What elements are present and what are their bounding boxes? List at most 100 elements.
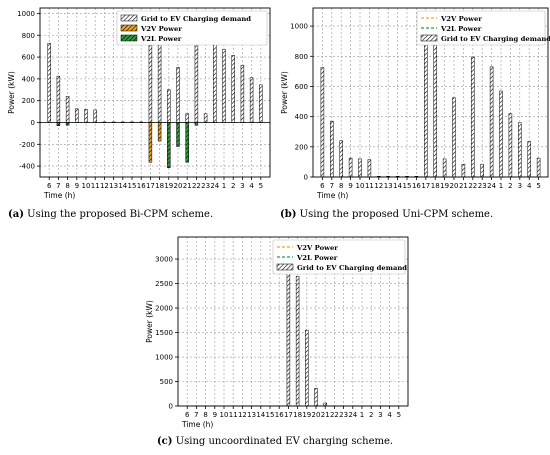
caption-c-text: Using uncoordinated EV charging scheme. <box>175 436 394 447</box>
x-tick-label: 11 <box>229 411 238 419</box>
y-tick-label: -400 <box>19 163 35 171</box>
x-tick-label: 4 <box>387 411 392 419</box>
x-tick-label: 6 <box>47 182 52 190</box>
x-tick-label: 10 <box>82 182 91 190</box>
x-tick-label: 12 <box>238 411 247 419</box>
y-tick-label: 0 <box>169 403 173 411</box>
x-tick-label: 21 <box>459 182 468 190</box>
caption-a-letter: (a) <box>8 209 24 220</box>
bar-grid-to-ev-charging-demand <box>93 109 97 123</box>
x-tick-label: 8 <box>203 411 207 419</box>
x-tick-label: 15 <box>128 182 137 190</box>
bar-grid-to-ev-charging-demand <box>167 89 171 123</box>
legend-swatch <box>120 24 138 32</box>
x-tick-label: 13 <box>247 411 256 419</box>
y-tick-label: 600 <box>295 83 308 91</box>
legend-entry: V2L Power <box>140 35 182 43</box>
x-tick-label: 23 <box>339 411 348 419</box>
bar-grid-to-ev-charging-demand <box>508 113 513 178</box>
x-axis-label: Time (h) <box>181 420 213 429</box>
x-tick-label: 15 <box>266 411 275 419</box>
bar-grid-to-ev-charging-demand <box>305 329 309 407</box>
bar-grid-to-ev-charging-demand <box>471 56 475 178</box>
x-tick-label: 24 <box>210 182 219 190</box>
x-tick-label: 1 <box>499 182 503 190</box>
bar-grid-to-ev-charging-demand <box>185 113 189 123</box>
y-tick-label: 0 <box>304 174 308 182</box>
x-tick-label: 10 <box>356 182 365 190</box>
bar-grid-to-ev-charging-demand <box>499 90 503 178</box>
x-tick-label: 10 <box>220 411 229 419</box>
y-tick-label: 2000 <box>155 305 173 313</box>
legend: Grid to EV Charging demand V2V Power V2L P… <box>116 10 268 46</box>
bar-v2v-power <box>157 122 162 142</box>
x-tick-label: 7 <box>194 411 198 419</box>
x-tick-label: 6 <box>185 411 190 419</box>
x-axis-label: Time (h) <box>43 191 75 200</box>
bar-v2l-power <box>56 122 61 127</box>
x-tick-label: 2 <box>231 182 235 190</box>
x-tick-label: 3 <box>518 182 522 190</box>
bar-v2l-power <box>185 122 189 163</box>
y-tick-label: 1500 <box>155 329 173 337</box>
x-tick-label: 11 <box>91 182 100 190</box>
x-tick-label: 19 <box>302 411 311 419</box>
bar-grid-to-ev-charging-demand <box>249 77 254 123</box>
x-tick-label: 24 <box>487 182 496 190</box>
legend-entry: V2V Power <box>440 15 482 23</box>
x-tick-label: 22 <box>192 182 201 190</box>
y-tick-label: 0 <box>31 119 35 127</box>
x-tick-label: 21 <box>183 182 192 190</box>
x-tick-label: 23 <box>478 182 487 190</box>
x-tick-label: 22 <box>468 182 477 190</box>
y-tick-label: 3000 <box>155 256 173 264</box>
y-tick-label: 1000 <box>17 10 35 18</box>
legend-entry: V2V Power <box>296 244 338 252</box>
bar-grid-to-ev-charging-demand <box>75 108 79 123</box>
bar-grid-to-ev-charging-demand <box>222 49 226 123</box>
bar-grid-to-ev-charging-demand <box>527 141 531 178</box>
caption-a-text: Using the proposed Bi-CPM scheme. <box>27 209 214 220</box>
bar-grid-to-ev-charging-demand <box>518 122 522 178</box>
x-tick-label: 9 <box>75 182 79 190</box>
caption-b: (b) Using the proposed Uni-CPM scheme. <box>280 209 493 220</box>
x-tick-label: 14 <box>118 182 127 190</box>
bar-grid-to-ev-charging-demand <box>536 157 541 178</box>
legend: V2V Power V2L Power Grid to EV Charging de… <box>272 239 407 275</box>
bar-grid-to-ev-charging-demand <box>367 159 372 178</box>
legend-swatch <box>276 263 294 271</box>
y-tick-label: 800 <box>22 32 35 40</box>
y-tick-label: 600 <box>22 54 35 62</box>
x-tick-label: 2 <box>508 182 512 190</box>
x-tick-label: 5 <box>259 182 263 190</box>
bar-grid-to-ev-charging-demand <box>489 66 494 178</box>
x-tick-label: 9 <box>348 182 352 190</box>
y-tick-label: 1000 <box>155 354 173 362</box>
bar-grid-to-ev-charging-demand <box>348 157 353 178</box>
x-tick-label: 9 <box>213 411 217 419</box>
x-tick-label: 4 <box>249 182 254 190</box>
x-tick-label: 20 <box>174 182 183 190</box>
caption-a: (a) Using the proposed Bi-CPM scheme. <box>8 209 213 220</box>
legend-box <box>116 10 268 46</box>
x-tick-label: 16 <box>275 411 284 419</box>
legend-entry: Grid to EV Charging demand <box>297 264 407 272</box>
x-tick-label: 4 <box>527 182 532 190</box>
x-tick-label: 13 <box>109 182 118 190</box>
x-tick-label: 6 <box>320 182 325 190</box>
y-tick-label: 2500 <box>155 280 173 288</box>
x-tick-label: 3 <box>240 182 244 190</box>
legend-entry: V2V Power <box>140 25 182 33</box>
x-tick-label: 5 <box>536 182 540 190</box>
y-axis-label: Power (kW) <box>145 300 154 343</box>
x-tick-label: 16 <box>412 182 421 190</box>
y-tick-label: 200 <box>22 97 35 105</box>
bar-v2l-power <box>194 122 199 126</box>
legend: V2V Power V2L Power Grid to EV Charging de… <box>416 10 550 46</box>
plot-frame <box>39 7 271 178</box>
x-tick-label: 18 <box>431 182 440 190</box>
bar-grid-to-ev-charging-demand <box>314 388 318 407</box>
x-tick-label: 3 <box>378 411 382 419</box>
